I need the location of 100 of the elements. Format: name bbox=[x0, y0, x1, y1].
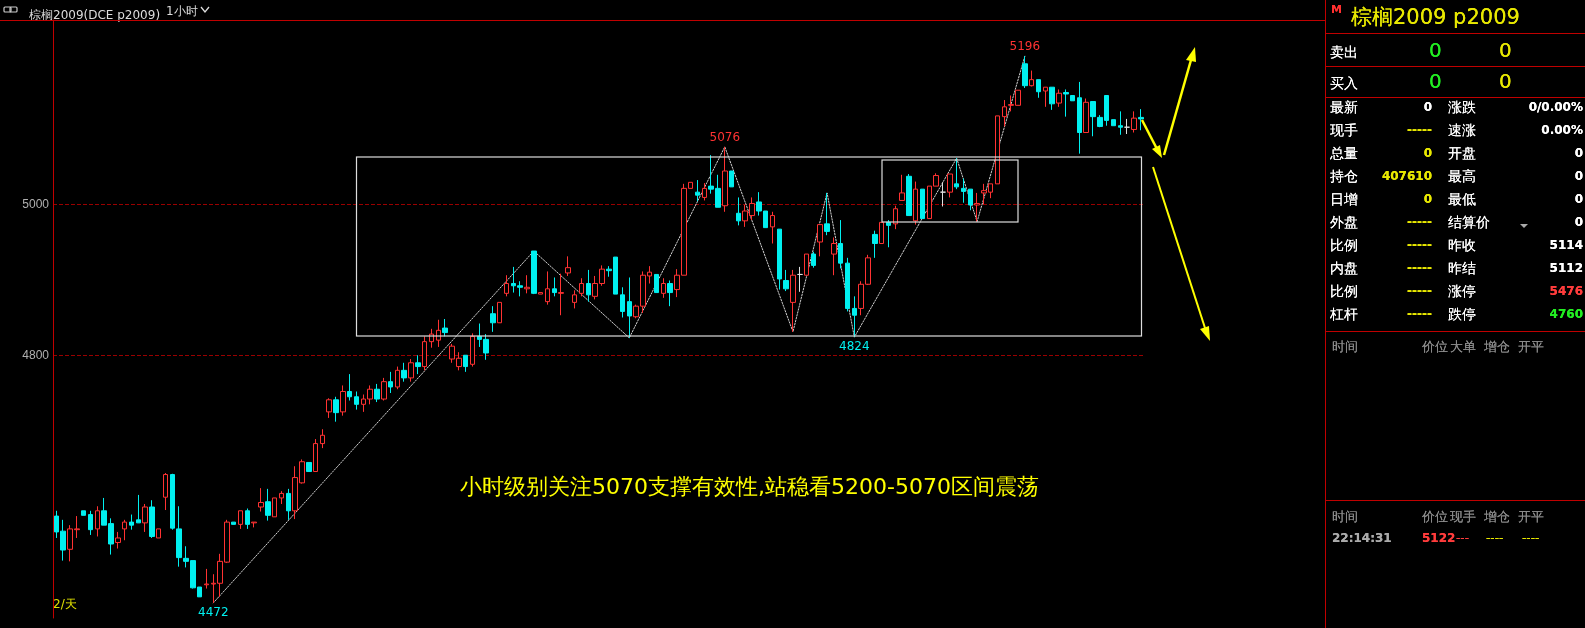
text: 跌停 bbox=[1448, 306, 1476, 322]
annotation: 小时级别关注5070支撑有效性,站稳看5200-5070区间震荡 bbox=[460, 473, 1039, 499]
candlestick bbox=[251, 521, 257, 528]
candlestick bbox=[142, 503, 148, 533]
text: 昨结 bbox=[1448, 260, 1476, 276]
candlestick bbox=[899, 174, 905, 201]
candlestick bbox=[729, 170, 734, 188]
candlestick bbox=[122, 519, 127, 541]
candlestick bbox=[811, 251, 816, 269]
text: 0 bbox=[1423, 100, 1432, 114]
text: 涨停 bbox=[1448, 283, 1476, 299]
text: 持仓 bbox=[1330, 168, 1358, 184]
candlestick bbox=[852, 295, 857, 338]
candlestick bbox=[88, 510, 93, 536]
candlestick bbox=[1118, 110, 1123, 136]
candlestick bbox=[442, 318, 448, 337]
text: 0/0.00% bbox=[1528, 100, 1583, 114]
candlestick bbox=[422, 335, 427, 371]
candlestick bbox=[395, 366, 400, 390]
text: ---- bbox=[1486, 531, 1504, 545]
candlestick bbox=[824, 192, 830, 236]
candlestick bbox=[804, 253, 809, 276]
text: 5476 bbox=[1549, 284, 1583, 298]
y-tick-label: 4800 bbox=[22, 348, 50, 363]
text: 增仓 bbox=[1484, 508, 1510, 524]
text: 大单 bbox=[1450, 338, 1476, 354]
candlestick bbox=[906, 173, 912, 217]
annotation: 5196 bbox=[1009, 39, 1041, 54]
candlestick bbox=[149, 499, 155, 539]
text: 0 bbox=[1574, 192, 1583, 206]
candlestick bbox=[654, 273, 659, 294]
candlestick bbox=[565, 255, 571, 277]
candlestick bbox=[940, 181, 946, 207]
y-tick-label: 5000 bbox=[22, 197, 50, 212]
candlestick bbox=[1090, 101, 1096, 137]
text: 4760 bbox=[1549, 307, 1583, 321]
candlestick bbox=[1049, 86, 1055, 111]
candlestick bbox=[961, 178, 966, 204]
candlestick bbox=[163, 472, 168, 511]
candlestick bbox=[1070, 95, 1075, 102]
candlestick bbox=[1083, 98, 1089, 133]
text: ----- bbox=[1407, 261, 1432, 275]
candlestick bbox=[388, 371, 393, 394]
candlestick bbox=[572, 289, 577, 309]
candlestick bbox=[552, 276, 557, 297]
candlestick bbox=[286, 488, 291, 521]
text: 0 bbox=[1574, 169, 1583, 183]
candlestick bbox=[702, 182, 707, 201]
text: 内盘 bbox=[1330, 260, 1358, 276]
candlestick bbox=[490, 305, 496, 333]
candlestick bbox=[524, 274, 530, 294]
candlestick bbox=[879, 221, 884, 244]
candlestick bbox=[279, 490, 284, 505]
candlestick bbox=[204, 568, 209, 590]
candlestick bbox=[1138, 108, 1144, 131]
text: 日增 bbox=[1330, 191, 1358, 207]
candlestick bbox=[1063, 88, 1069, 118]
text: 1小时 bbox=[166, 4, 198, 18]
candlestick bbox=[313, 438, 318, 473]
candlestick bbox=[333, 396, 339, 423]
candlestick bbox=[354, 390, 359, 411]
candlestick bbox=[245, 508, 250, 530]
text: M bbox=[1331, 2, 1342, 16]
candlestick bbox=[238, 510, 243, 530]
candlestick bbox=[838, 219, 843, 269]
candlestick bbox=[558, 273, 564, 316]
text: 速涨 bbox=[1448, 122, 1476, 138]
candlestick bbox=[156, 528, 161, 539]
candlestick bbox=[463, 354, 468, 373]
candlestick bbox=[538, 292, 543, 295]
candlestick bbox=[695, 179, 700, 202]
text: 结算价 bbox=[1448, 214, 1490, 230]
candlestick bbox=[374, 383, 380, 403]
candlestick bbox=[627, 276, 632, 339]
text: 开平 bbox=[1518, 338, 1544, 354]
text: 最低 bbox=[1448, 191, 1476, 207]
candlestick bbox=[326, 397, 332, 419]
text: ---- bbox=[1522, 531, 1540, 545]
candlestick bbox=[136, 494, 141, 524]
text: ----- bbox=[1407, 123, 1432, 137]
candlestick bbox=[306, 461, 312, 473]
text: 昨收 bbox=[1448, 237, 1476, 253]
text: 增仓 bbox=[1484, 338, 1510, 354]
candlestick bbox=[1056, 88, 1062, 108]
candlestick bbox=[258, 487, 264, 513]
text: 价位 bbox=[1422, 338, 1448, 354]
candlestick bbox=[1111, 119, 1116, 127]
text: 外盘 bbox=[1330, 214, 1358, 230]
text: 最高 bbox=[1448, 168, 1476, 184]
candlestick bbox=[497, 301, 502, 324]
candlestick bbox=[340, 384, 346, 417]
annotation: 4472 bbox=[198, 604, 229, 619]
text: 棕榈2009 p2009 bbox=[1351, 4, 1520, 29]
candlestick bbox=[531, 250, 537, 295]
candlestick bbox=[408, 358, 414, 383]
candlestick bbox=[1029, 70, 1034, 87]
candlestick bbox=[1022, 55, 1028, 89]
text: 现手 bbox=[1330, 122, 1358, 138]
candlestick bbox=[381, 377, 387, 402]
text: 现手 bbox=[1450, 508, 1476, 524]
